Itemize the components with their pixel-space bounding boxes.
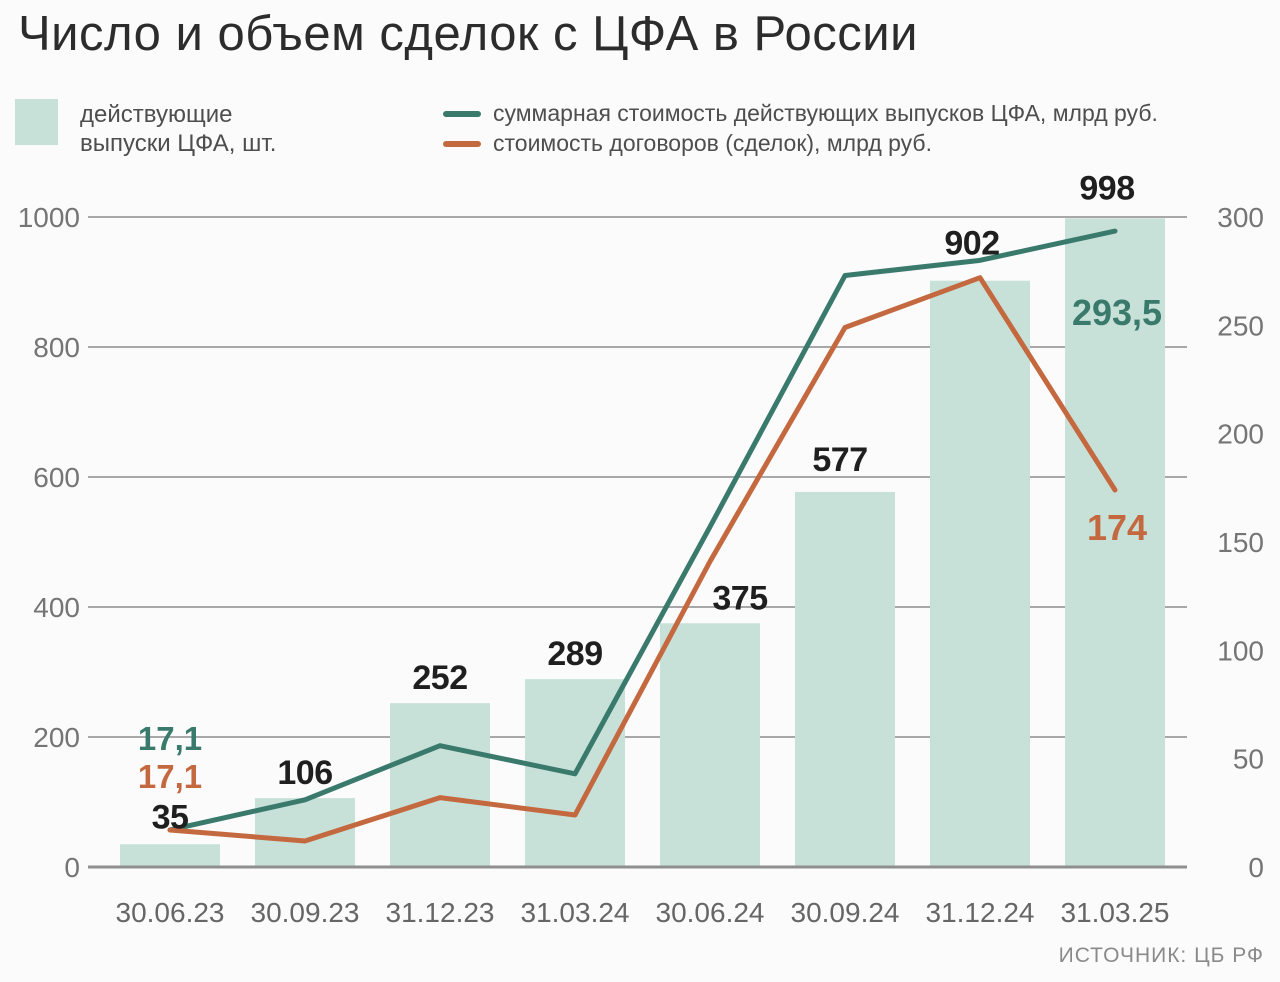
bar-31.03.25	[1065, 218, 1165, 868]
bar-31.12.24	[930, 280, 1030, 867]
right-axis-tick: 300	[1217, 202, 1264, 233]
bar-series-swatch	[15, 99, 58, 145]
bar-value-label: 375	[712, 579, 767, 617]
line-point-label: 174	[1087, 507, 1147, 548]
orange-line-swatch	[443, 140, 481, 147]
bar-series-label-line2: выпуски ЦФА, шт.	[80, 130, 277, 157]
category-label: 30.09.23	[251, 897, 360, 928]
right-axis-tick: 100	[1217, 635, 1264, 666]
deals-value-line	[167, 275, 1118, 844]
left-axis-tick: 0	[64, 852, 80, 883]
right-axis-tick: 50	[1233, 744, 1264, 775]
legend-item-deals-value: стоимость договоров (сделок), млрд руб.	[443, 130, 1158, 156]
legend-item-bars: действующие выпуски ЦФА, шт.	[15, 99, 276, 158]
bar-value-label: 35	[152, 798, 189, 836]
category-label: 31.03.25	[1061, 897, 1170, 928]
category-label: 31.03.24	[521, 897, 630, 928]
line-point-label: 293,5	[1072, 292, 1162, 333]
bar-30.06.24	[660, 623, 760, 867]
left-axis-tick: 1000	[18, 202, 80, 233]
category-label: 30.09.24	[791, 897, 900, 928]
bar-value-label: 998	[1079, 169, 1134, 207]
teal-line-swatch	[443, 110, 481, 117]
line-point-label: 17,1	[138, 720, 202, 757]
bar-value-label: 577	[812, 441, 867, 479]
bar-31.12.23	[390, 703, 490, 867]
right-axis-tick: 150	[1217, 527, 1264, 558]
left-axis-tick: 200	[33, 722, 80, 753]
category-label: 30.06.23	[116, 897, 225, 928]
right-axis-tick: 200	[1217, 419, 1264, 450]
right-axis-tick: 250	[1217, 310, 1264, 341]
category-label: 31.12.23	[386, 897, 495, 928]
bar-series-label-line1: действующие	[80, 101, 233, 128]
left-axis-tick: 400	[33, 592, 80, 623]
category-label: 31.12.24	[926, 897, 1035, 928]
bar-value-label: 902	[944, 225, 999, 263]
source-label: ИСТОЧНИК: ЦБ РФ	[1058, 944, 1264, 967]
bar-value-label: 252	[412, 659, 467, 697]
legend-lines: суммарная стоимость действующих выпусков…	[443, 100, 1158, 161]
deals-value-label: стоимость договоров (сделок), млрд руб.	[493, 130, 932, 156]
line-point-label: 17,1	[138, 758, 202, 795]
bar-value-label: 289	[547, 635, 602, 673]
issues-value-label: суммарная стоимость действующих выпусков…	[493, 100, 1158, 126]
left-axis-tick: 800	[33, 332, 80, 363]
bar-value-label: 106	[277, 754, 332, 792]
bar-30.09.24	[795, 491, 895, 867]
bar-30.06.23	[120, 844, 220, 867]
bar-series-label: действующие выпуски ЦФА, шт.	[80, 99, 276, 158]
page-title: Число и объем сделок с ЦФА в России	[18, 7, 919, 61]
category-label: 30.06.24	[656, 897, 765, 928]
right-axis-tick: 0	[1248, 852, 1264, 883]
legend-item-issues-value: суммарная стоимость действующих выпусков…	[443, 100, 1158, 126]
left-axis-tick: 600	[33, 462, 80, 493]
issues-value-line	[167, 228, 1118, 833]
